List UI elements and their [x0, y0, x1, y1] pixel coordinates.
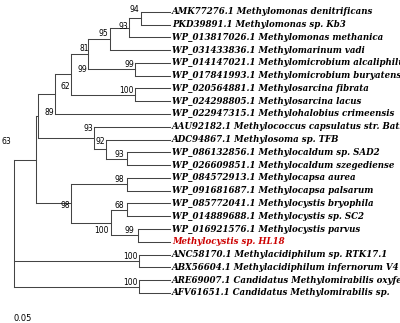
Text: 100: 100 — [119, 86, 134, 95]
Text: WP_026609851.1 Methylocaldum szegediense: WP_026609851.1 Methylocaldum szegediense — [172, 161, 394, 170]
Text: 0.05: 0.05 — [14, 314, 32, 323]
Text: AMK77276.1 Methylomonas denitrificans: AMK77276.1 Methylomonas denitrificans — [172, 7, 374, 16]
Text: WP_091681687.1 Methylocapsa palsarum: WP_091681687.1 Methylocapsa palsarum — [172, 186, 374, 195]
Text: 89: 89 — [45, 108, 54, 117]
Text: WP_017841993.1 Methylomicrobium buryatense: WP_017841993.1 Methylomicrobium buryaten… — [172, 71, 400, 80]
Text: 99: 99 — [124, 60, 134, 69]
Text: WP_014147021.1 Methylomicrobium alcaliphilum: WP_014147021.1 Methylomicrobium alcaliph… — [172, 58, 400, 68]
Text: 100: 100 — [123, 277, 138, 287]
Text: ARE69007.1 Candidatus Methylomirabilis oxyfera: ARE69007.1 Candidatus Methylomirabilis o… — [172, 276, 400, 285]
Text: 93: 93 — [83, 124, 93, 133]
Text: 62: 62 — [60, 82, 70, 91]
Text: WP_014889688.1 Methylocystis sp. SC2: WP_014889688.1 Methylocystis sp. SC2 — [172, 212, 364, 221]
Text: 100: 100 — [123, 252, 138, 261]
Text: 99: 99 — [78, 65, 87, 74]
Text: ADC94867.1 Methylosoma sp. TFB: ADC94867.1 Methylosoma sp. TFB — [172, 135, 340, 144]
Text: 92: 92 — [95, 137, 105, 146]
Text: 98: 98 — [114, 175, 124, 184]
Text: 68: 68 — [114, 201, 124, 210]
Text: 94: 94 — [130, 5, 140, 14]
Text: Methylocystis sp. HL18: Methylocystis sp. HL18 — [172, 237, 285, 246]
Text: 100: 100 — [94, 226, 108, 235]
Text: WP_016921576.1 Methylocystis parvus: WP_016921576.1 Methylocystis parvus — [172, 224, 360, 234]
Text: WP_022947315.1 Methylohalobius crimeensis: WP_022947315.1 Methylohalobius crimeensi… — [172, 109, 394, 119]
Text: 93: 93 — [114, 150, 124, 159]
Text: 81: 81 — [80, 44, 89, 53]
Text: WP_084572913.1 Methylocapsa aurea: WP_084572913.1 Methylocapsa aurea — [172, 173, 356, 182]
Text: ABX56604.1 Methylacidiphilum infernorum V4: ABX56604.1 Methylacidiphilum infernorum … — [172, 263, 400, 272]
Text: WP_020564881.1 Methylosarcina fibrata: WP_020564881.1 Methylosarcina fibrata — [172, 84, 369, 93]
Text: AAU92182.1 Methylococcus capsulatus str. Bath: AAU92182.1 Methylococcus capsulatus str.… — [172, 122, 400, 131]
Text: 95: 95 — [99, 29, 108, 38]
Text: WP_085772041.1 Methylocystis bryophila: WP_085772041.1 Methylocystis bryophila — [172, 199, 374, 208]
Text: 63: 63 — [2, 137, 12, 146]
Text: PKD39891.1 Methylomonas sp. Kb3: PKD39891.1 Methylomonas sp. Kb3 — [172, 20, 346, 29]
Text: WP_024298805.1 Methylosarcina lacus: WP_024298805.1 Methylosarcina lacus — [172, 97, 362, 106]
Text: WP_086132856.1 Methylocaldum sp. SAD2: WP_086132856.1 Methylocaldum sp. SAD2 — [172, 148, 380, 157]
Text: WP_013817026.1 Methylomonas methanica: WP_013817026.1 Methylomonas methanica — [172, 33, 383, 42]
Text: 93: 93 — [118, 22, 128, 31]
Text: AFV61651.1 Candidatus Methylomirabilis sp.: AFV61651.1 Candidatus Methylomirabilis s… — [172, 288, 391, 297]
Text: WP_031433836.1 Methylomarinum vadi: WP_031433836.1 Methylomarinum vadi — [172, 46, 365, 55]
Text: 98: 98 — [60, 201, 70, 210]
Text: ANC58170.1 Methylacidiphilum sp. RTK17.1: ANC58170.1 Methylacidiphilum sp. RTK17.1 — [172, 250, 388, 259]
Text: 99: 99 — [124, 226, 134, 235]
